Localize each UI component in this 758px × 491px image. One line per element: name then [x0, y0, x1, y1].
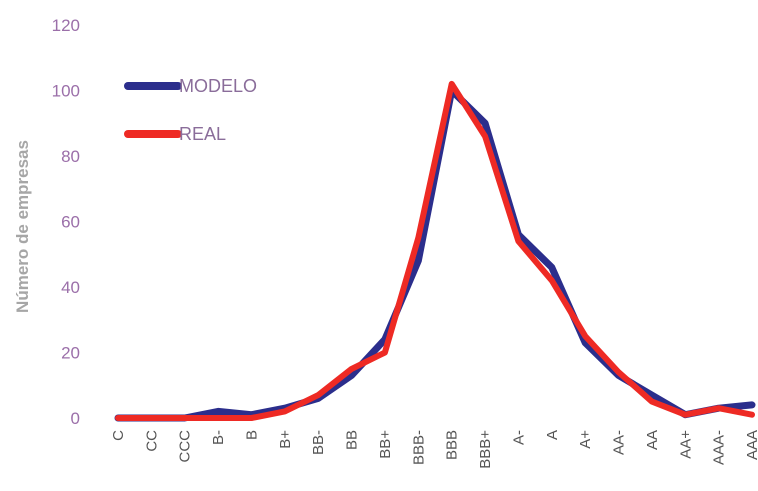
x-tick-label: BBB-	[410, 430, 427, 465]
x-tick-label: B	[243, 430, 260, 440]
legend-label-modelo: MODELO	[179, 76, 257, 96]
x-tick-label: CC	[143, 430, 160, 452]
x-tick-label: BBB+	[477, 430, 494, 469]
y-tick-label: 20	[61, 344, 80, 363]
x-tick-label: AA-	[611, 430, 628, 455]
y-tick-label: 100	[52, 82, 80, 101]
y-tick-label: 120	[52, 16, 80, 35]
legend: MODELO REAL	[124, 76, 257, 144]
x-tick-label: CCC	[177, 430, 194, 463]
x-tick-label: AAA-	[711, 430, 728, 465]
y-tick-label: 40	[61, 278, 80, 297]
y-axis-ticks: 0 20 40 60 80 100 120	[52, 16, 80, 428]
x-tick-label: A	[544, 430, 561, 440]
x-tick-label: BB-	[310, 430, 327, 455]
x-tick-label: AAA	[744, 430, 758, 460]
x-tick-label: B-	[210, 430, 227, 445]
y-axis-title: Número de empresas	[13, 140, 32, 313]
legend-label-real: REAL	[179, 124, 226, 144]
x-tick-label: BBB	[444, 430, 461, 460]
series-line-modelo	[114, 87, 756, 422]
x-tick-label: AA+	[677, 430, 694, 459]
x-tick-label: B+	[277, 430, 294, 449]
y-tick-label: 60	[61, 213, 80, 232]
y-axis-label-group: Número de empresas	[13, 140, 32, 313]
x-tick-label: A-	[510, 430, 527, 445]
x-tick-label: AA	[644, 430, 661, 450]
x-tick-label: BB	[344, 430, 361, 450]
series-line-real	[115, 80, 755, 421]
x-tick-label: A+	[577, 430, 594, 449]
y-tick-label: 80	[61, 147, 80, 166]
x-tick-label: C	[110, 430, 127, 441]
x-axis-ticks: C CC CCC B- B B+ BB- BB BB+ BBB- BBB BBB+ A- A A+ AA- AA…	[110, 430, 758, 469]
y-tick-label: 0	[71, 409, 80, 428]
x-tick-label: BB+	[377, 430, 394, 459]
series-lines	[114, 80, 756, 422]
